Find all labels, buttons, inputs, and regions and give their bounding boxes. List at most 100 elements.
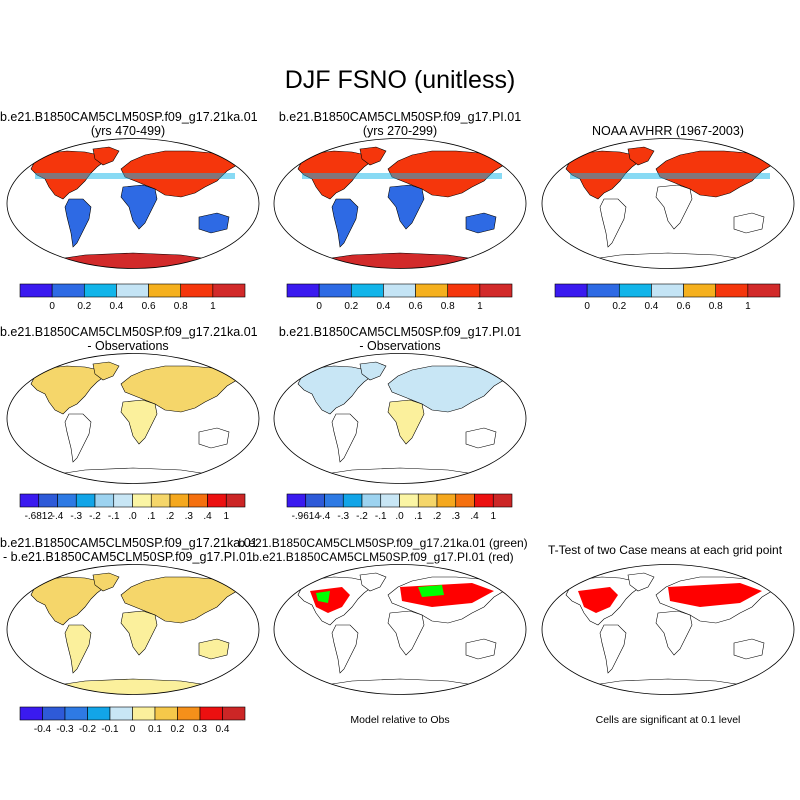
colorbar-tick-label: -.4 xyxy=(319,511,331,522)
continent-southAmerica xyxy=(331,413,359,463)
continent-australia xyxy=(465,638,497,660)
significant-region-1 xyxy=(668,583,762,607)
colorbar-box xyxy=(57,493,77,508)
colorbar-tick-label: -.9614 xyxy=(292,511,321,522)
continent-greenland xyxy=(92,572,120,592)
continent-africa xyxy=(120,184,158,230)
map-content xyxy=(565,572,773,695)
colorbar-box xyxy=(207,493,227,508)
map-panel-p3 xyxy=(541,138,795,269)
colorbar-tick-label: -0.1 xyxy=(101,724,119,735)
continent-southAmerica xyxy=(331,198,359,248)
map-content xyxy=(297,146,505,269)
colorbar-tick-label: -0.3 xyxy=(56,724,74,735)
colorbar-box xyxy=(188,493,208,508)
colorbar-box xyxy=(618,283,652,298)
continent-greenland xyxy=(627,146,655,166)
colorbar-tick-label: 0 xyxy=(316,301,322,312)
colorbar-tick-label: 0.4 xyxy=(216,724,230,735)
colorbar-tick-label: .0 xyxy=(395,511,404,522)
map-panel-p7 xyxy=(6,564,260,695)
colorbar-box xyxy=(222,706,246,721)
colorbar-box xyxy=(94,493,115,508)
map-panel-p8 xyxy=(273,564,527,695)
continent-antarctica xyxy=(310,467,490,484)
panel-title-p9: T-Test of two Case means at each grid po… xyxy=(530,543,800,557)
colorbar-box xyxy=(113,493,133,508)
map-border xyxy=(541,564,795,695)
colorbar-tick-label: 0.4 xyxy=(109,301,123,312)
continent-antarctica xyxy=(43,252,223,269)
panel-p8-line2: b.e21.B1850CAM5CLM50SP.f09_g17.PI.01 (re… xyxy=(252,550,514,564)
figure-title: DJF FSNO (unitless) xyxy=(284,66,516,94)
map-content xyxy=(297,572,505,695)
continent-greenland xyxy=(627,572,655,592)
colorbar-box xyxy=(19,283,53,298)
colorbar-box xyxy=(169,493,190,508)
colorbar-tick-label: 0.6 xyxy=(677,301,691,312)
panel-p4-line2: - Observations xyxy=(87,339,169,353)
continent-australia xyxy=(198,427,230,449)
colorbar-tick-label: .2 xyxy=(166,511,175,522)
colorbar-box xyxy=(554,283,588,298)
continent-greenland xyxy=(92,146,120,166)
continent-southAmerica xyxy=(64,198,92,248)
panel-p8-line1: b.e21.B1850CAM5CLM50SP.f09_g17.21ka.01 (… xyxy=(238,536,528,550)
green-region-1 xyxy=(418,585,444,597)
panel-p1-line2: (yrs 470-499) xyxy=(90,124,166,138)
continent-southAmerica xyxy=(599,624,627,674)
colorbar-tick-label: 1 xyxy=(490,511,496,522)
colorbar-tick-label: .3 xyxy=(185,511,194,522)
colorbar-tick-label: 0.1 xyxy=(148,724,162,735)
colorbar-tick-label: .0 xyxy=(128,511,137,522)
colorbar-tick-label: .4 xyxy=(203,511,212,522)
colorbar-tick-label: -0.4 xyxy=(34,724,52,735)
colorbar-tick-label: 1 xyxy=(223,511,229,522)
note-significance: Cells are significant at 0.1 level xyxy=(595,714,741,726)
colorbar-box xyxy=(225,493,246,508)
colorbar-box xyxy=(324,493,344,508)
continent-antarctica xyxy=(578,252,758,269)
map-border xyxy=(6,138,260,269)
map-content xyxy=(297,361,505,484)
continent-southAmerica xyxy=(64,413,92,463)
panel-p9-line1: T-Test of two Case means at each grid po… xyxy=(547,543,783,557)
colorbar-box xyxy=(42,706,66,721)
colorbar-box xyxy=(417,493,438,508)
continent-australia xyxy=(198,638,230,660)
colorbar-box xyxy=(180,283,214,298)
colorbar-box xyxy=(132,493,152,508)
snow-transition-band xyxy=(570,173,770,179)
colorbar-box xyxy=(651,283,684,298)
colorbar-tick-label: 0.8 xyxy=(709,301,723,312)
continent-africa xyxy=(120,610,158,656)
colorbar-tick-label: -0.2 xyxy=(79,724,97,735)
continent-africa xyxy=(387,184,425,230)
colorbar-box xyxy=(318,283,352,298)
continent-southAmerica xyxy=(331,624,359,674)
colorbar-tick-label: 0.6 xyxy=(409,301,423,312)
green-region-0 xyxy=(316,591,330,603)
colorbar-box xyxy=(83,283,117,298)
colorbar-p1: 0 0.2 0.4 0.6 0.8 1 xyxy=(19,283,246,312)
panel-title-p2: b.e21.B1850CAM5CLM50SP.f09_g17.PI.01 (yr… xyxy=(272,110,528,138)
colorbar-tick-label: -.2 xyxy=(356,511,368,522)
map-content xyxy=(30,146,238,269)
colorbar-tick-label: -.3 xyxy=(337,511,349,522)
continent-eurasia xyxy=(120,365,238,413)
colorbar-tick-label: 0.2 xyxy=(612,301,626,312)
continent-antarctica xyxy=(43,678,223,695)
colorbar-tick-label: 1 xyxy=(210,301,216,312)
colorbar-box xyxy=(415,283,449,298)
panel-p4-line1: b.e21.B1850CAM5CLM50SP.f09_g17.21ka.01 xyxy=(0,325,258,339)
colorbar-box xyxy=(436,493,457,508)
continent-antarctica xyxy=(43,467,223,484)
colorbar-box xyxy=(19,706,43,721)
colorbar-tick-label: 0.2 xyxy=(77,301,91,312)
colorbar-tick-label: -.4 xyxy=(52,511,64,522)
colorbar-box xyxy=(479,283,513,298)
colorbar-box xyxy=(492,493,513,508)
map-panel-p1 xyxy=(6,138,260,269)
colorbar-box xyxy=(75,493,96,508)
colorbar-p2: 0 0.2 0.4 0.6 0.8 1 xyxy=(286,283,513,312)
